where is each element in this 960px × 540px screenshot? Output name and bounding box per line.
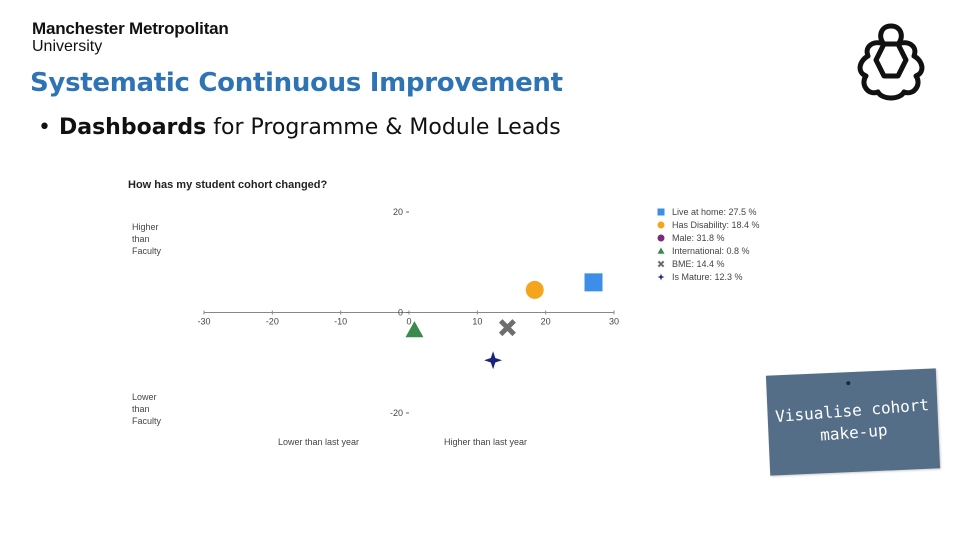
data-point-star bbox=[484, 351, 503, 370]
y-label-lower: than bbox=[132, 404, 150, 414]
y-label-higher: Higher bbox=[132, 222, 159, 232]
legend-marker bbox=[657, 208, 665, 216]
y-label-higher: Faculty bbox=[132, 246, 162, 256]
y-label-lower: Faculty bbox=[132, 416, 162, 426]
legend-marker bbox=[657, 273, 665, 281]
legend-item-label: BME: 14.4 % bbox=[672, 259, 725, 269]
legend-item-label: Is Mature: 12.3 % bbox=[672, 272, 743, 282]
x-tick-label: -10 bbox=[334, 317, 347, 327]
x-tick-label: 20 bbox=[541, 317, 551, 327]
x-tick-label: 0 bbox=[406, 317, 411, 327]
x-tick-label: 30 bbox=[609, 317, 619, 327]
university-crest-icon bbox=[857, 23, 925, 101]
chart-title: How has my student cohort changed? bbox=[128, 179, 328, 191]
y-tick-label: 20 bbox=[393, 207, 403, 217]
brand-name-line2: University bbox=[32, 38, 103, 55]
y-tick-label: -20 bbox=[390, 408, 403, 418]
sticky-note-text: Visualise cohort make-up bbox=[767, 393, 940, 450]
brand-name-line1: Manchester Metropolitan bbox=[32, 19, 229, 38]
legend-marker bbox=[657, 234, 665, 242]
cohort-scatter-chart: How has my student cohort changed? -30 -2… bbox=[128, 179, 760, 447]
sticky-note: Visualise cohort make-up bbox=[765, 368, 941, 476]
legend-marker bbox=[657, 221, 665, 229]
y-tick-label: 0 bbox=[398, 308, 403, 318]
y-label-lower: Lower bbox=[132, 392, 157, 402]
legend-item-label: Live at home: 27.5 % bbox=[672, 207, 757, 217]
legend-marker bbox=[657, 260, 665, 268]
data-point-circle bbox=[525, 280, 544, 299]
bullet-text: for Programme & Module Leads bbox=[206, 115, 561, 140]
x-label-lower: Lower than last year bbox=[278, 437, 359, 447]
data-point-cross bbox=[498, 319, 516, 337]
y-label-higher: than bbox=[132, 234, 150, 244]
bullet-dot: • bbox=[38, 115, 51, 140]
x-tick-label: -20 bbox=[266, 317, 279, 327]
bullet-point: • Dashboards for Programme & Module Leads bbox=[38, 115, 561, 140]
data-point-square bbox=[584, 273, 603, 292]
x-label-higher: Higher than last year bbox=[444, 437, 527, 447]
slide-title: Systematic Continuous Improvement bbox=[30, 68, 563, 98]
legend-item-label: Has Disability: 18.4 % bbox=[672, 220, 760, 230]
data-point-triangle bbox=[405, 321, 424, 338]
x-tick-label: 10 bbox=[472, 317, 482, 327]
university-logo-text: Manchester Metropolitan University bbox=[32, 19, 229, 56]
legend-item-label: Male: 31.8 % bbox=[672, 233, 725, 243]
pin-icon bbox=[846, 381, 851, 386]
legend-item-label: International: 0.8 % bbox=[672, 246, 750, 256]
bullet-strong: Dashboards bbox=[58, 115, 207, 140]
legend-marker bbox=[657, 247, 665, 254]
x-tick-label: -30 bbox=[197, 317, 210, 327]
